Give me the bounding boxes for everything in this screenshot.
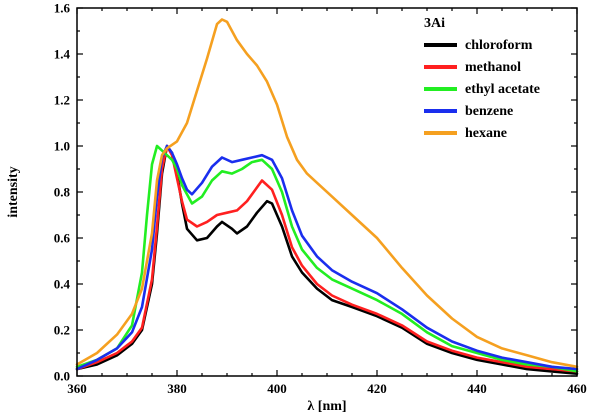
x-axis-title: λ [nm]	[307, 399, 346, 414]
series-line-methanol	[75, 144, 579, 373]
y-tick-label: 0.8	[54, 185, 71, 200]
legend-label-methanol: methanol	[465, 60, 521, 75]
legend: 3Ai chloroform methanol ethyl acetate benze…	[424, 16, 540, 141]
series-line-chloroform	[75, 144, 579, 375]
legend-label-ethyl-acetate: ethyl acetate	[465, 82, 540, 97]
legend-label-benzene: benzene	[465, 104, 513, 119]
series-line-benzene	[75, 144, 579, 371]
y-tick-label: 0.6	[54, 231, 71, 246]
legend-title: 3Ai	[424, 16, 445, 31]
x-tick-label: 360	[67, 381, 87, 396]
series-layer	[75, 18, 579, 375]
series-line-ethyl-acetate	[75, 144, 579, 373]
x-tick-label: 460	[567, 381, 587, 396]
legend-label-chloroform: chloroform	[465, 38, 533, 53]
legend-label-hexane: hexane	[465, 126, 507, 141]
tick-labels-layer: 360 380 400 420 440 460 0.0 0.2 0.4 0.6 0.8 1.0 1.2 1…	[54, 1, 587, 397]
y-tick-label: 0.0	[54, 369, 70, 384]
x-tick-label: 400	[267, 381, 287, 396]
y-tick-label: 1.6	[54, 1, 71, 16]
y-axis-title: intensity	[6, 166, 21, 217]
ticks-layer	[76, 7, 578, 377]
y-tick-label: 1.0	[54, 139, 70, 154]
y-tick-label: 0.4	[54, 277, 71, 292]
x-tick-label: 440	[467, 381, 487, 396]
x-tick-label: 380	[167, 381, 187, 396]
x-tick-label: 420	[367, 381, 387, 396]
y-tick-label: 0.2	[54, 323, 70, 338]
y-tick-label: 1.2	[54, 93, 70, 108]
series-line-hexane	[75, 18, 579, 369]
y-tick-label: 1.4	[54, 47, 71, 62]
